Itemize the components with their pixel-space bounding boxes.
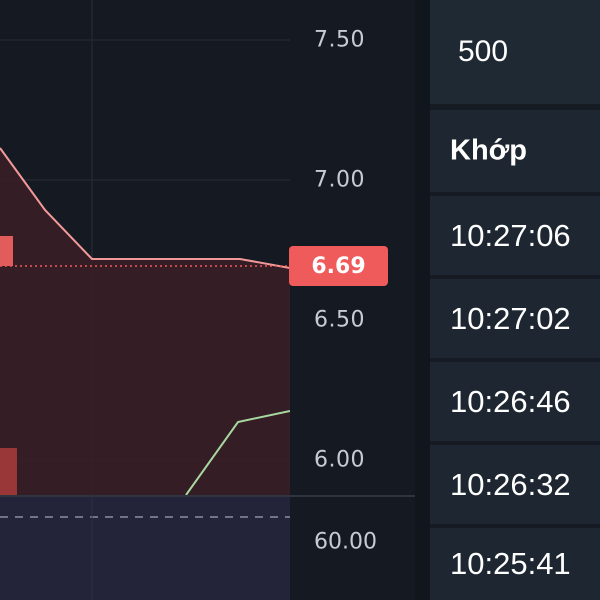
time-cell: 10:26:32	[450, 466, 571, 502]
price-line	[0, 147, 290, 269]
pane-divider[interactable]	[0, 495, 415, 497]
oscillator-pane[interactable]	[0, 497, 290, 600]
price-area-fill	[0, 148, 290, 495]
column-header-khop: Khớp	[450, 134, 527, 167]
table-row[interactable]: 10:25:41	[430, 528, 600, 600]
time-cell: 10:25:41	[450, 546, 571, 581]
time-cell: 10:27:02	[450, 300, 571, 336]
price-chart-pane[interactable]: 7.50 7.00 6.50 6.00 6.69 60.00	[0, 0, 415, 600]
oscillator-plot	[0, 497, 290, 600]
oscillator-axis[interactable]: 60.00	[290, 497, 415, 600]
price-plot[interactable]	[0, 0, 290, 495]
table-row[interactable]: 10:26:32	[430, 445, 600, 524]
table-row[interactable]: 10:27:06	[430, 196, 600, 275]
table-row[interactable]: 500	[430, 0, 600, 104]
price-axis-tick: 6.00	[314, 447, 365, 473]
price-axis-tick: 7.00	[314, 167, 365, 193]
trades-table: 500 Khớp 10:27:06 10:27:02 10:26:46 10:2…	[430, 0, 600, 600]
price-axis-tick: 6.50	[314, 307, 365, 333]
time-cell: 10:27:06	[450, 217, 571, 253]
volume-bar	[0, 448, 17, 495]
indicator-line	[185, 410, 290, 495]
table-row[interactable]: 10:27:02	[430, 279, 600, 358]
time-cell: 10:26:46	[450, 383, 571, 419]
current-price-label: 6.69	[289, 246, 388, 286]
oscillator-axis-tick: 60.00	[314, 529, 377, 555]
table-row[interactable]: 10:26:46	[430, 362, 600, 441]
volume-bar	[0, 236, 13, 266]
volume-cell: 500	[458, 35, 509, 68]
price-axis-tick: 7.50	[314, 27, 365, 53]
price-axis[interactable]: 7.50 7.00 6.50 6.00	[290, 0, 415, 495]
panel-separator	[415, 0, 430, 600]
table-header-row: Khớp	[430, 110, 600, 192]
